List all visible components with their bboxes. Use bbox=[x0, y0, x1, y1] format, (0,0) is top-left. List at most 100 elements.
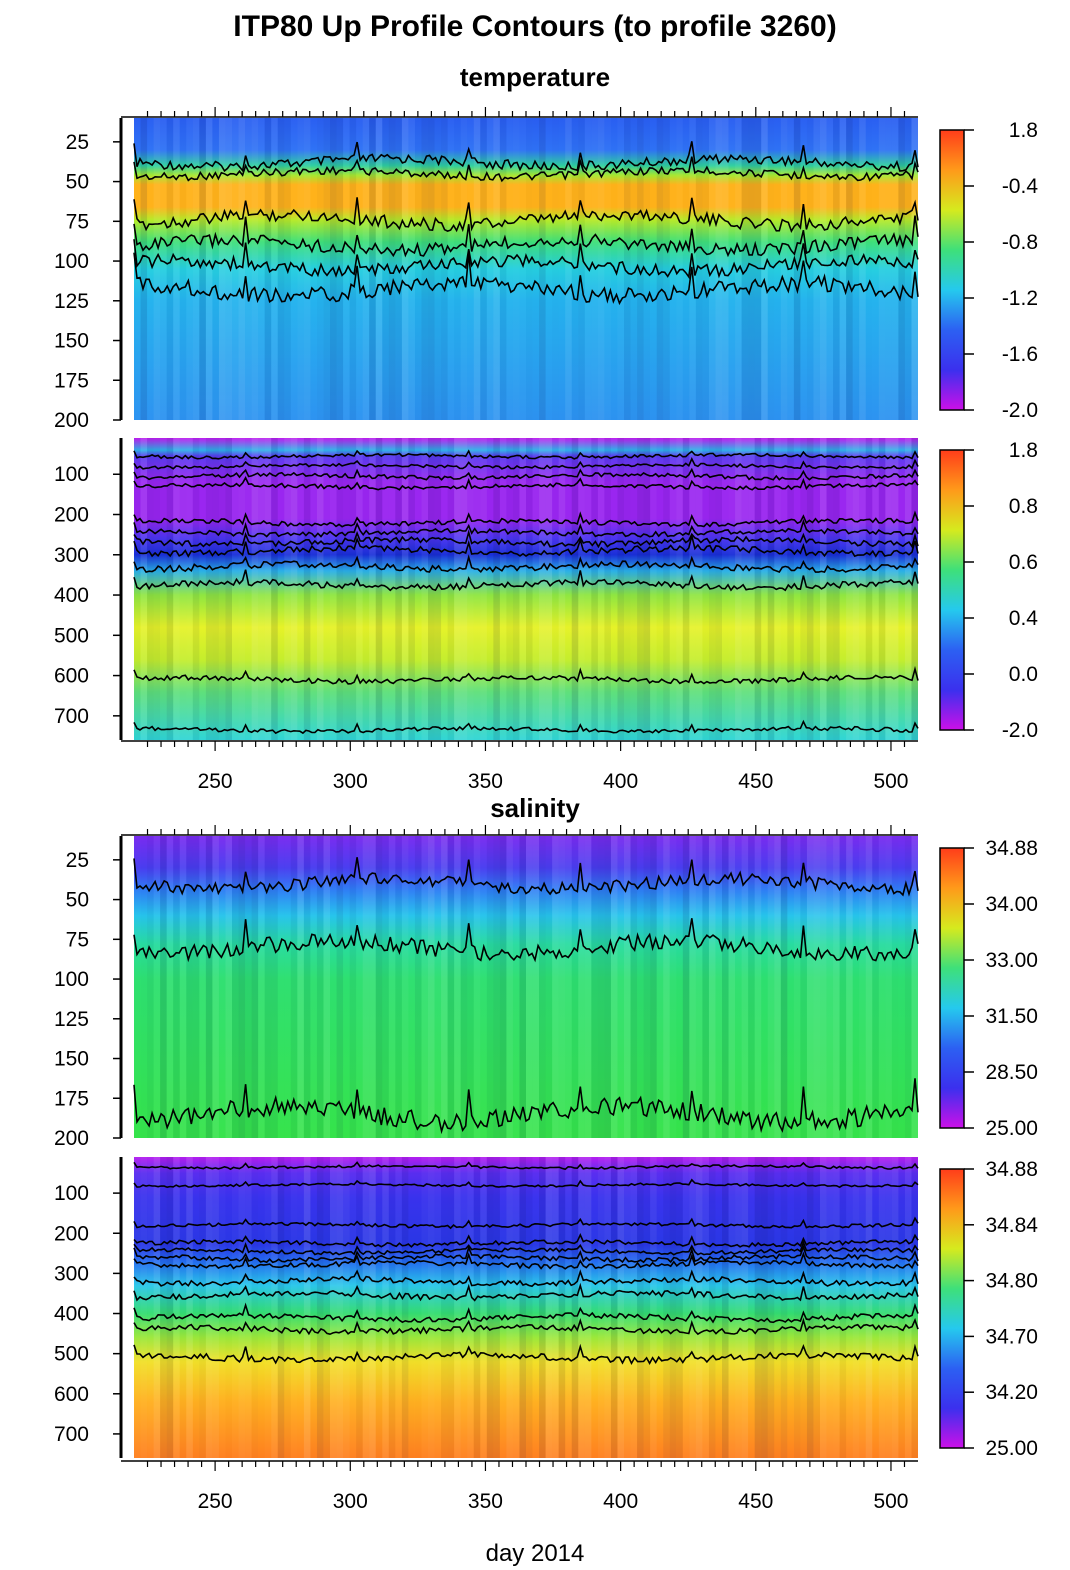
profile-stripe bbox=[395, 438, 402, 740]
profile-stripe bbox=[604, 836, 611, 1138]
profile-stripe bbox=[506, 836, 513, 1138]
profile-stripe bbox=[205, 1157, 213, 1458]
profile-stripe bbox=[722, 836, 729, 1138]
colorbar-label: 0.6 bbox=[1009, 551, 1038, 574]
profile-stripe bbox=[558, 1157, 566, 1458]
profile-stripe bbox=[806, 1157, 814, 1458]
profile-stripe bbox=[839, 836, 847, 1138]
contour-line bbox=[133, 1282, 919, 1302]
y-tick-label: 75 bbox=[66, 210, 89, 233]
profile-stripe bbox=[611, 438, 618, 740]
profile-stripe bbox=[473, 118, 481, 420]
x-tick-label: 450 bbox=[738, 770, 773, 793]
profile-stripe bbox=[904, 836, 912, 1138]
profile-stripe bbox=[323, 1157, 330, 1458]
profile-stripe bbox=[153, 438, 161, 740]
profile-stripe bbox=[683, 1157, 690, 1458]
profile-stripe bbox=[780, 836, 788, 1138]
profile-stripe bbox=[486, 118, 494, 420]
contour-line bbox=[133, 569, 919, 592]
profile-stripe bbox=[225, 1157, 232, 1458]
profile-stripe bbox=[147, 1157, 154, 1458]
y-tick-label: 25 bbox=[66, 849, 89, 872]
profile-stripe bbox=[264, 438, 272, 740]
profile-stripe bbox=[362, 1157, 370, 1458]
contour-line bbox=[133, 1317, 919, 1336]
profile-stripe bbox=[820, 1157, 827, 1458]
profile-stripe bbox=[493, 438, 500, 740]
profile-stripe bbox=[695, 118, 703, 420]
profile-stripe bbox=[290, 438, 298, 740]
contour-line bbox=[133, 449, 919, 460]
colorbar-label: 25.00 bbox=[985, 1437, 1038, 1460]
profile-stripe bbox=[493, 118, 500, 420]
profile-stripe bbox=[153, 1157, 161, 1458]
profile-stripe bbox=[238, 836, 246, 1138]
profile-stripe bbox=[826, 836, 834, 1138]
x-tick-label: 250 bbox=[198, 770, 233, 793]
profile-stripe bbox=[591, 836, 598, 1138]
y-tick-label: 600 bbox=[54, 1383, 89, 1406]
panel-sal-lower: 100 200 300 400 500 600 700 34.88 34.84 34.80 34.7… bbox=[54, 1157, 1038, 1460]
profile-stripe bbox=[911, 118, 918, 420]
panel-temp-lower: 100 200 300 400 500 600 700 1.8 0.8 0.6 0.4 0.0 -2.0 bbox=[54, 438, 1038, 742]
profile-stripe bbox=[735, 836, 742, 1138]
profile-stripe bbox=[252, 1157, 259, 1458]
profile-stripe bbox=[571, 438, 579, 740]
profile-stripe bbox=[565, 1157, 572, 1458]
profile-stripe bbox=[487, 438, 494, 740]
profile-stripe bbox=[846, 836, 853, 1138]
profile-stripe bbox=[604, 1157, 611, 1458]
profile-stripe bbox=[160, 836, 167, 1138]
x-tick-label: 500 bbox=[873, 1490, 908, 1513]
profile-stripe bbox=[349, 118, 357, 420]
profile-stripe bbox=[461, 1157, 468, 1458]
profile-stripe bbox=[813, 118, 820, 420]
colorbar-label: 0.0 bbox=[1009, 663, 1038, 686]
profile-stripe bbox=[199, 836, 206, 1138]
profile-stripe bbox=[447, 836, 455, 1138]
profile-stripe bbox=[186, 118, 193, 420]
profile-stripe bbox=[192, 438, 200, 740]
profile-stripe bbox=[512, 438, 520, 740]
profile-stripe bbox=[303, 1157, 311, 1458]
profile-stripe bbox=[375, 118, 383, 420]
profile-stripe bbox=[624, 1157, 631, 1458]
colorbar-label: 34.88 bbox=[985, 837, 1038, 860]
contour-line bbox=[133, 197, 919, 233]
profile-stripe bbox=[343, 438, 350, 740]
profile-stripe bbox=[533, 438, 540, 740]
profile-stripe bbox=[290, 836, 298, 1138]
profile-stripe bbox=[774, 836, 781, 1138]
contour-line bbox=[133, 535, 919, 558]
profile-stripe bbox=[421, 836, 428, 1138]
profile-stripe bbox=[826, 118, 834, 420]
profile-stripe bbox=[695, 836, 703, 1138]
profile-stripe bbox=[428, 1157, 435, 1458]
profile-stripe bbox=[879, 836, 886, 1138]
profile-stripe bbox=[297, 836, 304, 1138]
profile-stripe bbox=[140, 1157, 148, 1458]
profile-stripe bbox=[421, 118, 428, 420]
contour-line bbox=[133, 665, 919, 685]
profile-stripe bbox=[225, 438, 232, 740]
profile-stripe bbox=[708, 836, 716, 1138]
profile-stripe bbox=[277, 118, 285, 420]
profile-stripe bbox=[904, 438, 912, 740]
profile-stripe bbox=[199, 438, 206, 740]
colorbar-label: 31.50 bbox=[985, 1005, 1038, 1028]
profile-stripe bbox=[415, 1157, 422, 1458]
profile-stripe bbox=[813, 836, 820, 1138]
x-axis-label: day 2014 bbox=[485, 1540, 585, 1567]
profile-stripe bbox=[179, 438, 187, 740]
profile-stripe bbox=[610, 836, 618, 1138]
profile-stripe bbox=[695, 1157, 703, 1458]
profile-stripe bbox=[859, 438, 866, 740]
x-axis-top bbox=[121, 825, 918, 836]
profile-stripe bbox=[806, 836, 814, 1138]
profile-stripe bbox=[519, 836, 526, 1138]
profile-stripe bbox=[630, 1157, 638, 1458]
profile-stripe bbox=[264, 118, 272, 420]
profile-stripe bbox=[833, 118, 840, 420]
profile-stripe bbox=[891, 438, 899, 740]
